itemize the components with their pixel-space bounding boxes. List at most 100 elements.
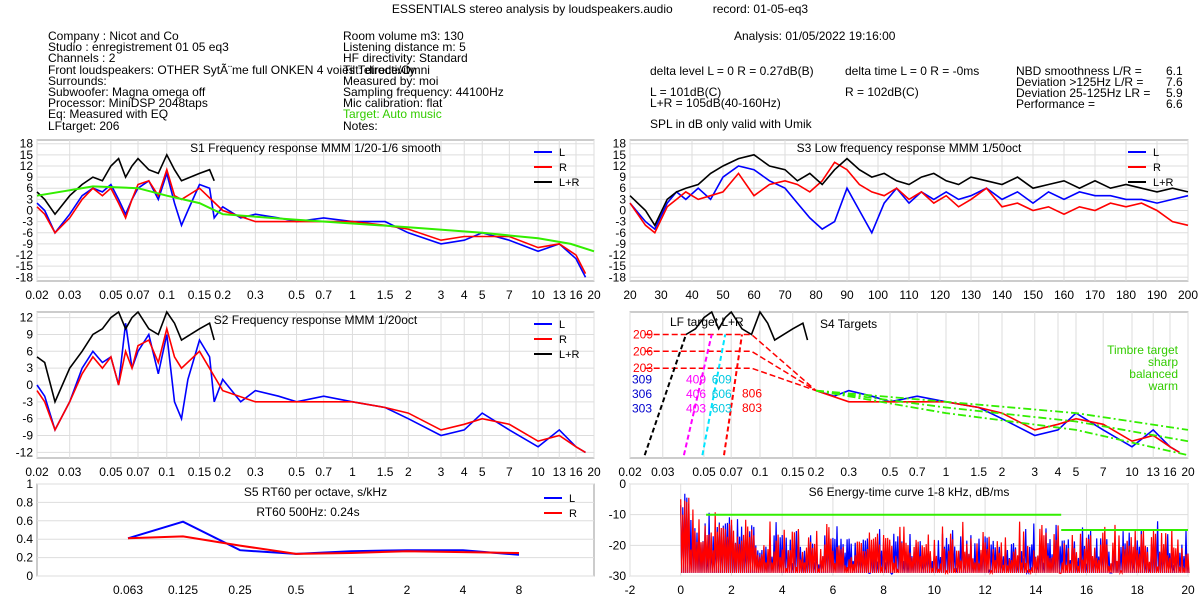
- x-tick-label: 16: [1163, 465, 1177, 479]
- x-tick-label: 1.5: [377, 288, 394, 302]
- y-tick-label: -10: [609, 508, 627, 522]
- lf-target-curve: [644, 350, 817, 392]
- legend-label: R: [1153, 162, 1161, 174]
- rt60-annotation: RT60 500Hz: 0.24s: [256, 505, 359, 519]
- y-tick-label: 0: [619, 477, 626, 491]
- metric-label: NBD smoothness L/R =: [1016, 64, 1142, 78]
- y-tick-label: -9: [22, 237, 33, 251]
- spl-lr: L+R = 105dB(40-160Hz): [650, 96, 781, 110]
- timbre-label: balanced: [1129, 367, 1178, 381]
- plot-frame: [629, 311, 1189, 459]
- x-tick-label: 16: [569, 288, 583, 302]
- x-tick-label: 1: [943, 465, 950, 479]
- chart-title: S2 Frequency response MMM 1/20oct: [214, 313, 418, 327]
- x-tick-label: 100: [868, 288, 888, 302]
- target-label: 406: [686, 387, 706, 401]
- x-tick-label: 0.03: [58, 465, 82, 479]
- x-tick-label: 4: [779, 583, 786, 597]
- x-tick-label: 0.03: [58, 288, 82, 302]
- lf-target-slope: [643, 334, 687, 456]
- x-tick-label: 0.2: [214, 288, 231, 302]
- chart-title: S3 Low frequency response MMM 1/50oct: [797, 141, 1022, 155]
- y-tick-label: -6: [615, 226, 626, 240]
- metric-value: 5.9: [1166, 86, 1183, 100]
- header-title: ESSENTIALS stereo analysis by loudspeake…: [391, 2, 673, 16]
- lf-target-slope: [701, 334, 727, 456]
- target-label: 603: [712, 402, 732, 416]
- x-tick-label: 8: [880, 583, 887, 597]
- y-tick-label: -15: [609, 259, 627, 273]
- plot-frame: [36, 483, 595, 577]
- info-lftarget: LFtarget: 206: [48, 119, 120, 133]
- lf-target-curve: [644, 333, 817, 392]
- series-lr-line: [36, 310, 215, 405]
- x-tick-label: 20: [1181, 583, 1195, 597]
- timbre-label: Timbre target: [1107, 343, 1179, 357]
- x-tick-label: 20: [1181, 465, 1195, 479]
- chart-title: S4 Targets: [820, 317, 877, 331]
- analysis-date: Analysis: 01/05/2022 19:16:00: [734, 29, 896, 43]
- x-tick-label: 0: [677, 583, 684, 597]
- x-tick-label: 6: [830, 583, 837, 597]
- x-tick-label: 190: [1147, 288, 1167, 302]
- target-label: 303: [632, 402, 652, 416]
- lf-target-slope: [723, 334, 743, 456]
- x-tick-label: 0.02: [618, 465, 642, 479]
- x-tick-label: 0.03: [651, 465, 675, 479]
- info-measured-by: Measured by: moi: [343, 74, 439, 88]
- x-tick-label: 30: [654, 288, 668, 302]
- x-tick-label: 14: [1029, 583, 1043, 597]
- x-tick-label: 0.5: [882, 465, 899, 479]
- y-tick-label: 18: [613, 137, 627, 151]
- target-label: 609: [712, 372, 732, 386]
- spl-l: L = 101dB(C): [650, 85, 722, 99]
- x-tick-label: 170: [1085, 288, 1105, 302]
- x-tick-label: -2: [625, 583, 636, 597]
- chart-s4: 0.02 0.03 0.05 0.07 0.1 0.15 0.2 0.3 0.5 0.7 1 1.5 2…: [618, 310, 1195, 479]
- chart-s2: 0.02 0.03 0.05 0.07 0.1 0.15 0.2 0.3 0.5 0.7 1 1.5 2…: [16, 310, 601, 479]
- x-tick-label: 2: [405, 288, 412, 302]
- legend-label: L: [569, 493, 575, 505]
- y-tick-label: -9: [615, 237, 626, 251]
- y-tick-label: 0: [26, 378, 33, 392]
- x-tick-label: 0.063: [113, 583, 143, 597]
- x-tick-label: 4: [461, 288, 468, 302]
- x-tick-label: 20: [587, 465, 601, 479]
- target-label: 606: [712, 387, 732, 401]
- series-lr-line: [36, 152, 215, 216]
- spl-r: R = 102dB(C): [845, 85, 919, 99]
- x-tick-label: 2: [404, 583, 411, 597]
- y-tick-label: -12: [16, 248, 34, 262]
- y-tick-label: 0.4: [16, 532, 33, 546]
- x-tick-label: 20: [623, 288, 637, 302]
- y-tick-label: 9: [26, 327, 33, 341]
- info-processor: Processor: MiniDSP 2048taps: [48, 96, 208, 110]
- legend-label: L+R: [559, 177, 580, 189]
- y-tick-label: -12: [609, 248, 627, 262]
- y-tick-label: -6: [22, 412, 33, 426]
- x-tick-label: 0.07: [126, 288, 150, 302]
- metric-value: 6.1: [1166, 64, 1183, 78]
- info-subwoofer: Subwoofer: Magna omega off: [48, 85, 206, 99]
- chart-s3: 20 30 40 50 60 70 80 90 100 110 120 130 140 150 160 170…: [609, 137, 1199, 302]
- x-tick-label: 0.1: [158, 288, 175, 302]
- x-tick-label: 0.2: [808, 465, 825, 479]
- target-line: [36, 185, 595, 253]
- target-label: 203: [633, 361, 653, 375]
- header-line: ESSENTIALS stereo analysis by loudspeake…: [0, 2, 1200, 16]
- y-tick-label: -12: [16, 445, 34, 459]
- target-label: 209: [633, 327, 653, 341]
- metric-label: Performance =: [1016, 97, 1096, 111]
- x-tick-label: 10: [531, 465, 545, 479]
- x-tick-label: 3: [438, 465, 445, 479]
- chart-title: S6 Energy-time curve 1-8 kHz, dB/ms: [809, 485, 1010, 499]
- metric-label: Deviation 25-125Hz LR =: [1016, 86, 1151, 100]
- y-tick-label: 6: [26, 344, 33, 358]
- target-label: 206: [633, 344, 653, 358]
- series-lr-line: [629, 153, 1189, 227]
- x-tick-label: 2: [728, 583, 735, 597]
- x-tick-label: 5: [1073, 465, 1080, 479]
- series-l-line: [36, 323, 586, 454]
- x-tick-label: 20: [587, 288, 601, 302]
